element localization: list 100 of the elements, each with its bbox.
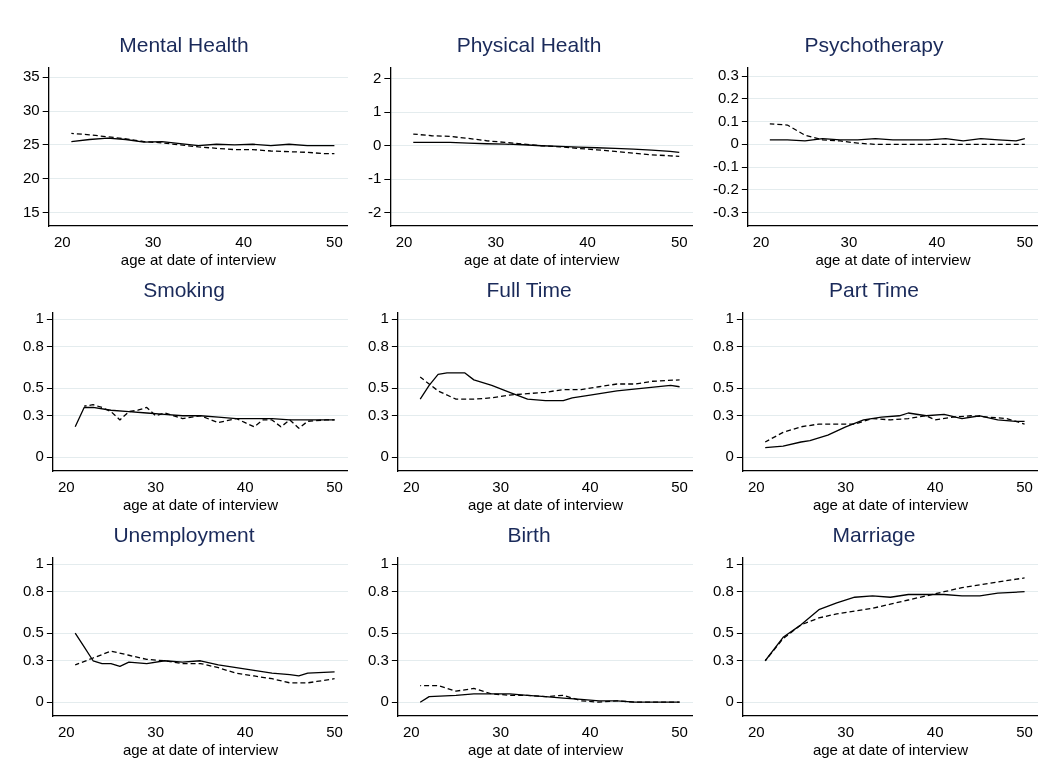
x-tick-label: 40 [581,478,599,496]
x-tick-label: 30 [840,233,858,251]
x-tick-label: 50 [1016,723,1033,741]
y-tick-label: 1 [725,309,734,327]
x-tick-label: 50 [326,478,343,496]
y-tick-label: 1 [35,309,44,327]
y-tick-label: 0 [380,447,389,465]
x-tick-label: 20 [752,233,770,251]
x-tick-label: 40 [236,723,254,741]
y-tick-label: 0.8 [712,336,734,354]
y-tick-label: 0.8 [22,336,44,354]
line-series [412,133,680,158]
y-tick-label: 1 [380,309,389,327]
y-tick-label: 0.3 [712,405,734,423]
chart-title: Smoking [143,278,225,302]
y-tick-label: 30 [23,101,40,119]
chart-title: Marriage [832,523,916,547]
x-tick-label: 30 [147,723,165,741]
y-tick-label: 0.8 [367,336,389,354]
y-tick-label: 20 [23,168,40,186]
chart-title: Physical Health [456,33,602,57]
y-tick-label: 1 [372,102,382,120]
x-tick-label: 50 [1016,233,1034,251]
x-tick-label: 20 [57,478,75,496]
y-tick-label: 0.8 [712,581,734,599]
x-axis-title: age at date of interview [812,741,969,759]
x-tick-label: 40 [926,478,944,496]
y-tick-label: 0.3 [717,66,739,84]
chart-title: Psychotherapy [804,33,944,57]
x-tick-label: 20 [395,233,413,251]
x-tick-label: 30 [837,723,855,741]
y-tick-label: 0 [35,447,44,465]
y-tick-label: 0 [372,135,382,153]
x-tick-label: 20 [747,723,765,741]
x-tick-label: 30 [837,478,855,496]
x-tick-label: 50 [671,723,688,741]
y-tick-label: 0 [725,692,734,710]
x-tick-label: 20 [402,723,420,741]
x-tick-label: 20 [747,478,765,496]
x-axis-title: age at date of interview [122,741,279,759]
x-tick-label: 40 [235,233,253,251]
x-tick-label: 30 [147,478,165,496]
x-tick-label: 50 [1016,478,1033,496]
y-tick-label: 0 [35,692,44,710]
x-tick-label: 30 [492,723,510,741]
y-tick-label: 0.3 [367,405,389,423]
x-axis-title: age at date of interview [464,251,620,269]
y-tick-label: 25 [23,135,40,153]
line-series [70,132,336,155]
y-tick-label: 0.5 [712,623,734,641]
y-tick-label: 0.5 [367,623,389,641]
line-series [769,123,1026,145]
y-tick-label: 2 [372,69,382,87]
y-tick-label: 0.8 [22,581,44,599]
y-tick-label: 0.1 [717,111,739,129]
x-axis-title: age at date of interview [122,496,279,514]
y-tick-label: -0.2 [712,179,739,197]
y-tick-label: 0 [725,447,734,465]
y-tick-label: 0 [380,692,389,710]
y-tick-label: 0.5 [712,378,734,396]
x-tick-label: 20 [53,233,71,251]
y-tick-label: 0.3 [367,650,389,668]
x-tick-label: 50 [670,233,688,251]
x-axis-title: age at date of interview [467,496,624,514]
x-tick-label: 20 [57,723,75,741]
chart-title: Mental Health [119,33,249,57]
y-tick-label: -1 [367,169,382,187]
x-tick-label: 30 [487,233,505,251]
chart-title: Full Time [486,278,572,302]
y-tick-label: 0.3 [22,650,44,668]
x-tick-label: 30 [144,233,162,251]
y-tick-label: 35 [23,67,40,85]
y-tick-label: -2 [367,202,382,220]
y-tick-label: 0.5 [22,378,44,396]
x-tick-label: 40 [928,233,946,251]
x-tick-label: 20 [402,478,420,496]
x-axis-title: age at date of interview [120,251,277,269]
x-tick-label: 40 [581,723,599,741]
y-tick-label: 1 [380,554,389,572]
x-axis-title: age at date of interview [815,251,971,269]
y-tick-label: 0.5 [367,378,389,396]
y-tick-label: 0.3 [712,650,734,668]
x-axis-title: age at date of interview [467,741,624,759]
x-tick-label: 50 [326,723,343,741]
chart-title: Unemployment [113,523,255,547]
y-tick-label: 0.3 [22,405,44,423]
y-tick-label: 15 [23,202,40,220]
x-tick-label: 50 [326,233,343,251]
y-tick-label: 1 [725,554,734,572]
chart-title: Birth [507,523,551,547]
y-tick-label: 0.5 [22,623,44,641]
x-tick-label: 40 [236,478,254,496]
y-tick-label: 0 [730,134,739,152]
x-tick-label: 30 [492,478,510,496]
x-tick-label: 50 [671,478,688,496]
chart-title: Part Time [829,278,919,302]
y-tick-label: -0.1 [712,157,739,175]
x-tick-label: 40 [926,723,944,741]
y-tick-label: -0.3 [712,202,739,220]
x-tick-label: 40 [579,233,596,251]
